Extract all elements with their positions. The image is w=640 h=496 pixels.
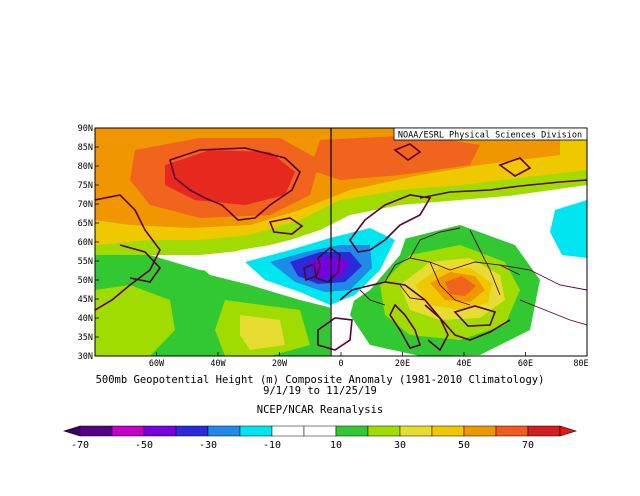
lat-label: 70N [78, 200, 93, 210]
ireland-coast [303, 262, 317, 282]
lat-label: 60N [78, 238, 93, 248]
legend-cell [303, 425, 337, 437]
latitude-axis: 30N 35N 40N 45N 50N 55N 60N 65N 70N 75N 80N 85N 90N [78, 124, 99, 362]
legend-cell [175, 425, 209, 437]
caption-title: 500mb Geopotential Height (m) Composite … [95, 374, 545, 386]
legend-cell [143, 425, 177, 437]
caption-source: NCEP/NCAR Reanalysis [256, 404, 384, 416]
field-yellowgreen-west [95, 285, 175, 356]
attribution-text: NOAA/ESRL Physical Sciences Division [398, 131, 582, 141]
legend-label: -30 [199, 440, 217, 451]
lat-label: 90N [78, 124, 93, 134]
arctic-coast [419, 179, 587, 199]
borders [359, 227, 587, 326]
lat-label: 40N [78, 314, 93, 324]
lon-label: 0 [338, 359, 343, 369]
legend-cell [271, 425, 305, 437]
legend-label: -50 [135, 440, 153, 451]
legend-label: 30 [394, 440, 406, 451]
legend-cells [62, 425, 578, 437]
lon-label: 80E [573, 359, 588, 369]
field-yellow-southwest [240, 315, 285, 350]
legend-cell [431, 425, 465, 437]
iceland-coast [268, 217, 304, 235]
coastlines [95, 143, 587, 352]
legend-cell [239, 425, 273, 437]
anomaly-field [95, 128, 587, 356]
lat-label: 80N [78, 162, 93, 172]
lat-label: 65N [78, 219, 93, 229]
lat-label: 55N [78, 257, 93, 267]
field-red-greenland [165, 150, 295, 205]
anomaly-map: NOAA/ESRL Physical Sciences Division 30N… [78, 124, 589, 369]
lat-label: 35N [78, 333, 93, 343]
scandinavia-coast [349, 194, 432, 253]
field-orange-arctic [310, 135, 480, 180]
legend-label: 10 [330, 440, 342, 451]
field-cyan-northeast [550, 200, 587, 258]
legend-label: 70 [522, 440, 534, 451]
lon-label: 20W [272, 359, 288, 369]
novaya-coast [498, 157, 532, 177]
uk-coast [314, 246, 341, 283]
legend-label: -10 [263, 440, 281, 451]
lon-label: 40E [456, 359, 471, 369]
lon-label: 60W [149, 359, 165, 369]
attribution-box [393, 127, 588, 141]
lon-label: 60E [518, 359, 533, 369]
caption-dates: 9/1/19 to 11/25/19 [263, 385, 377, 397]
legend-cell [463, 425, 497, 437]
legend-cell [367, 425, 401, 437]
legend-cell [495, 425, 529, 437]
labrador-coast [119, 244, 162, 283]
lat-label: 30N [78, 352, 93, 362]
greenland-coast [169, 147, 301, 221]
legend-labels: -70 -50 -30 -10 10 30 50 70 [71, 440, 534, 451]
longitude-axis: 60W 40W 20W 0 20E 40E 60E 80E [149, 352, 589, 369]
legend-label: -70 [71, 440, 89, 451]
canada-coast [95, 194, 161, 311]
lat-label: 50N [78, 276, 93, 286]
legend-cell [207, 425, 241, 437]
lon-label: 40W [210, 359, 226, 369]
balkan-coast [424, 304, 449, 352]
lat-label: 75N [78, 181, 93, 191]
legend-arrow-high [559, 425, 578, 437]
legend-cell [399, 425, 433, 437]
lat-label: 85N [78, 143, 93, 153]
lat-label: 45N [78, 295, 93, 305]
legend-cell [527, 425, 561, 437]
legend-arrow-low [62, 425, 81, 437]
svalbard-coast [393, 143, 422, 161]
legend-cell [335, 425, 369, 437]
lon-label: 20E [395, 359, 410, 369]
legend-cell [111, 425, 145, 437]
field-orangered-europe [445, 276, 476, 296]
legend-cell [79, 425, 113, 437]
blacksea-coast [453, 305, 497, 327]
italy-coast [389, 303, 422, 349]
iberia-coast [317, 317, 353, 351]
legend-label: 50 [458, 440, 470, 451]
